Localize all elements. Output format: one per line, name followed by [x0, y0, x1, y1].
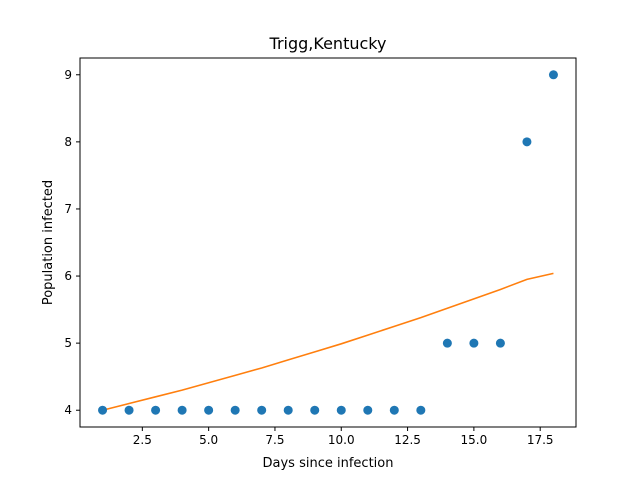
data-point [522, 137, 532, 147]
data-point [283, 405, 293, 415]
x-tick-label: 17.5 [527, 433, 554, 447]
x-tick-label: 7.5 [265, 433, 284, 447]
data-point [310, 405, 320, 415]
x-axis-ticks: 2.5 5.0 7.5 10.0 12.5 15.0 17.5 [133, 427, 554, 447]
x-tick-label: 15.0 [461, 433, 488, 447]
y-tick-label: 6 [64, 269, 72, 283]
data-point [177, 405, 187, 415]
y-tick-label: 7 [64, 202, 72, 216]
data-point [416, 405, 426, 415]
data-point [495, 338, 505, 348]
y-axis-ticks: 4 5 6 7 8 9 [64, 68, 80, 417]
data-point [442, 338, 452, 348]
chart-title: Trigg,Kentucky [269, 34, 387, 53]
y-axis-label: Population infected [41, 180, 56, 305]
data-point [389, 405, 399, 415]
axes-frame [79, 57, 577, 428]
y-tick-label: 5 [64, 336, 72, 350]
data-point [98, 405, 108, 415]
x-tick-label: 12.5 [394, 433, 421, 447]
data-point [336, 405, 346, 415]
y-tick-label: 4 [64, 403, 72, 417]
plot-area [98, 70, 558, 415]
x-tick-label: 2.5 [133, 433, 152, 447]
x-tick-label: 5.0 [199, 433, 218, 447]
x-axis-label: Days since infection [263, 456, 394, 471]
data-point [363, 405, 373, 415]
data-point [230, 405, 240, 415]
x-tick-label: 10.0 [328, 433, 355, 447]
data-point [548, 70, 558, 80]
y-tick-label: 8 [64, 135, 72, 149]
fit-curve [102, 272, 554, 412]
y-tick-label: 9 [64, 68, 72, 82]
data-point [257, 405, 267, 415]
data-point [151, 405, 161, 415]
data-point [204, 405, 214, 415]
data-point [469, 338, 479, 348]
data-point [124, 405, 134, 415]
